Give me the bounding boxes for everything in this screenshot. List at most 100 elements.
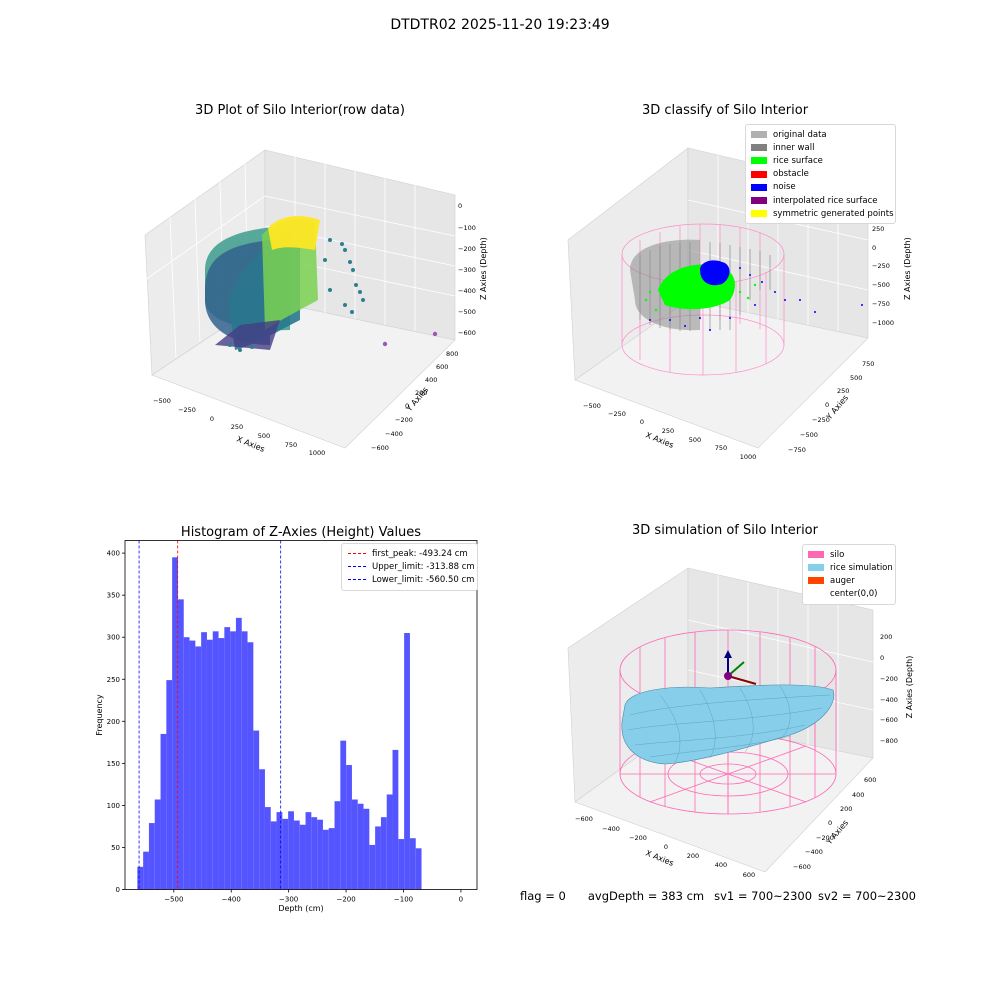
raw-panel-title: 3D Plot of Silo Interior(row data): [195, 103, 405, 118]
classify-ztick: −250: [872, 262, 890, 270]
simulation-ytick: 0: [828, 819, 832, 827]
histogram-bar: [357, 803, 364, 890]
histogram-ylabel: Frequency: [95, 694, 104, 736]
x-tick-label: −200: [336, 896, 355, 904]
simulation-zlabel: Z Axies (Depth): [905, 656, 914, 719]
raw-xtick: −250: [178, 406, 196, 414]
histogram-bar: [340, 740, 347, 890]
raw-xtick: 250: [231, 423, 243, 431]
raw-ztick: −400: [458, 287, 476, 295]
histogram-title: Histogram of Z-Axies (Height) Values: [181, 525, 421, 540]
histogram-bar: [264, 807, 271, 890]
histogram-bar: [177, 599, 184, 890]
simulation-3d-plot: −600 −400 −200 0 200 400 600 −600 −400 −…: [567, 567, 914, 879]
classify-ytick: 500: [850, 374, 862, 382]
raw-ztick: −500: [458, 308, 476, 316]
legend-swatch: [751, 157, 767, 165]
simulation-xtick: −400: [602, 825, 620, 833]
y-tick-label: 100: [107, 802, 120, 810]
histogram-bar: [334, 801, 341, 890]
histogram-vlines: [138, 540, 282, 890]
histogram-bar: [183, 637, 190, 890]
raw-ytick: −200: [395, 416, 413, 424]
histogram-bar: [276, 812, 283, 890]
simulation-legend: silo rice simulation auger center(0,0): [802, 544, 896, 605]
classify-ytick: 750: [862, 360, 874, 368]
raw-outlier-point: [382, 341, 388, 347]
simulation-xtick: 0: [664, 843, 668, 851]
legend-item: inner wall: [751, 141, 890, 154]
legend-item: Upper_limit: -313.88 cm: [348, 560, 475, 573]
raw-ztick: −600: [458, 329, 476, 337]
simulation-xtick: 600: [743, 871, 755, 879]
histogram-x-axis: −500 −400 −300 −200 −100 0: [164, 889, 463, 904]
simulation-rice-surface: [621, 684, 835, 765]
classify-ztick: −750: [872, 300, 890, 308]
histogram-bar: [143, 851, 149, 890]
sv2-text: sv2 = 700~2300: [818, 889, 916, 903]
simulation-ytick: 400: [852, 791, 864, 799]
histogram-bar: [317, 819, 323, 890]
classify-zlabel: Z Axies (Depth): [903, 237, 912, 300]
simulation-xtick: −200: [629, 834, 647, 842]
histogram-bar: [288, 811, 294, 890]
sv1-text: sv1 = 700~2300: [714, 889, 813, 903]
y-tick-label: 300: [107, 634, 120, 642]
legend-item: interpolated rice surface: [751, 194, 890, 207]
histogram-bar: [322, 829, 329, 890]
classify-legend: original data inner wall rice surface ob…: [745, 124, 896, 225]
legend-swatch: [808, 590, 824, 598]
histogram-bar: [137, 866, 144, 890]
histogram-y-axis: 0 50 100 150 200 250 300 350 400: [107, 550, 125, 894]
classify-xtick: 250: [662, 427, 674, 435]
classify-ytick: −750: [788, 446, 806, 454]
classify-ztick: −500: [872, 281, 890, 289]
y-tick-label: 250: [107, 676, 120, 684]
histogram-bar: [363, 808, 370, 890]
histogram-bar: [305, 812, 312, 890]
legend-swatch: [751, 197, 767, 205]
histogram-bar: [160, 733, 167, 890]
y-tick-label: 150: [107, 760, 120, 768]
simulation-ztick: −800: [880, 737, 898, 745]
raw-ztick: −300: [458, 266, 476, 274]
auger-x-arrow: [727, 675, 757, 685]
histogram-bar: [172, 557, 178, 890]
classify-ztick: −1000: [872, 319, 894, 327]
raw-ztick: 0: [458, 202, 462, 210]
legend-item: obstacle: [751, 168, 890, 181]
simulation-xtick: 200: [687, 852, 699, 860]
y-tick-label: 50: [111, 844, 120, 852]
raw-xtick: 0: [210, 415, 214, 423]
legend-swatch: [808, 577, 824, 585]
histogram-bar: [154, 799, 161, 890]
histogram-bars: [137, 557, 422, 890]
raw-ytick: 200: [415, 389, 427, 397]
simulation-ztick: −400: [880, 696, 898, 704]
simulation-ztick: −200: [880, 675, 898, 683]
simulation-xtick: 400: [715, 861, 727, 869]
classify-panel-title: 3D classify of Silo Interior: [641, 103, 809, 118]
simulation-panel-title: 3D simulation of Silo Interior: [632, 523, 818, 538]
legend-swatch: [751, 131, 767, 139]
classify-noise-cluster: [700, 260, 730, 286]
classify-3d-plot: −500 −250 0 250 500 750 1000 −750 −500 −…: [567, 147, 912, 461]
classify-xtick: 1000: [740, 453, 757, 461]
histogram-bar: [218, 638, 225, 890]
histogram-bar: [195, 646, 202, 890]
histogram-bar: [282, 818, 289, 890]
histogram-bar: [201, 632, 207, 890]
histogram-frame: [124, 540, 478, 890]
simulation-ztick: −600: [880, 716, 898, 724]
legend-swatch: [751, 183, 767, 191]
x-tick-label: −100: [394, 896, 413, 904]
histogram-bar: [369, 844, 376, 890]
histogram-bar: [328, 828, 335, 890]
center-marker: [724, 672, 732, 680]
histogram-bar: [224, 627, 231, 890]
x-tick-label: −400: [222, 896, 241, 904]
histogram-bar: [241, 631, 248, 890]
legend-item: original data: [751, 128, 890, 141]
raw-ztick: −200: [458, 245, 476, 253]
legend-swatch: [751, 144, 767, 152]
